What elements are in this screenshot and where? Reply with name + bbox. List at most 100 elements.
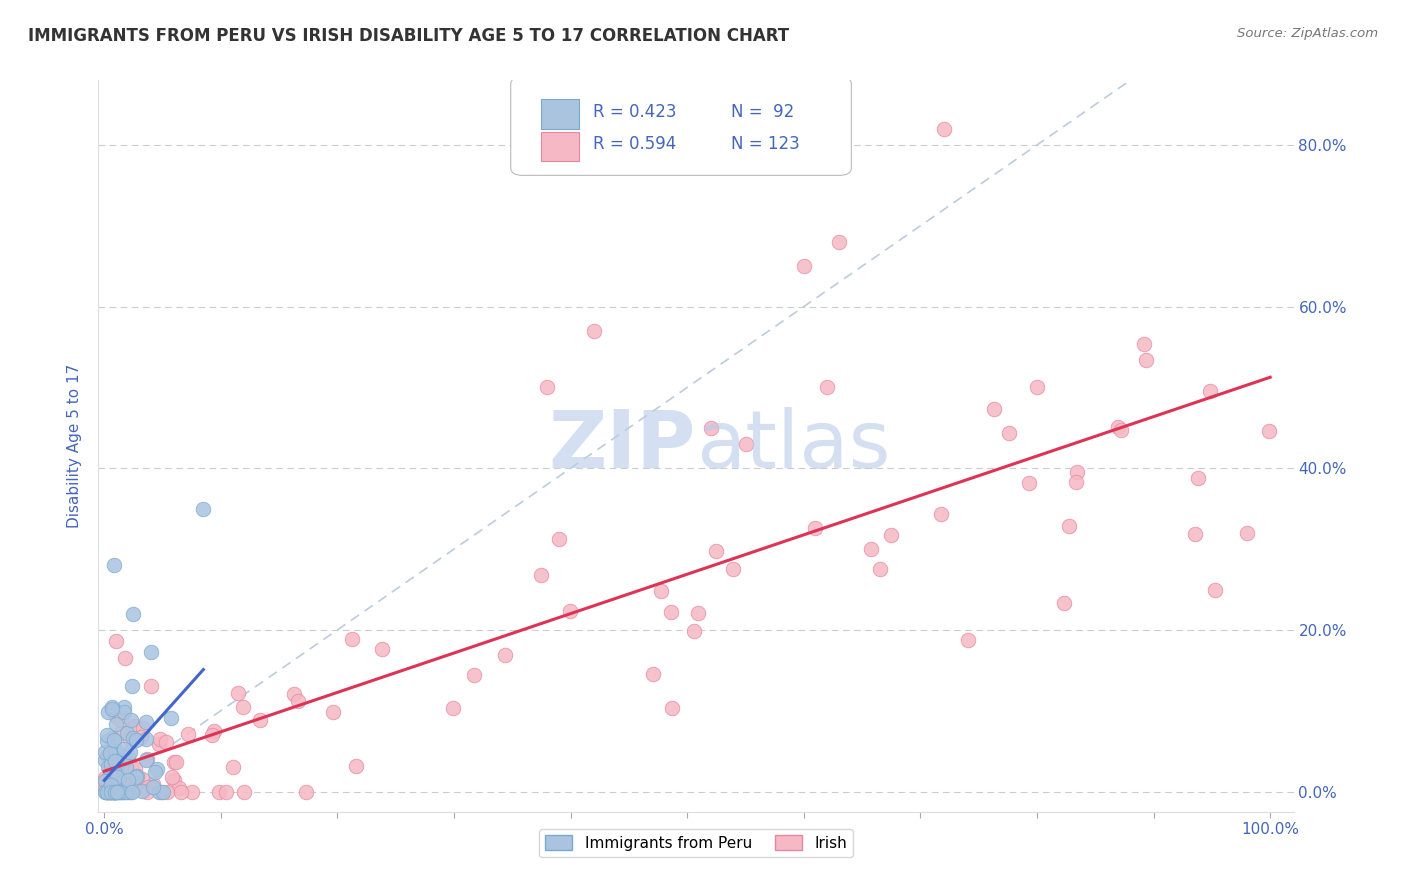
Point xyxy=(163,773,186,788)
Point xyxy=(105,752,128,766)
Text: IMMIGRANTS FROM PERU VS IRISH DISABILITY AGE 5 TO 17 CORRELATION CHART: IMMIGRANTS FROM PERU VS IRISH DISABILITY… xyxy=(28,27,789,45)
Point xyxy=(117,748,139,763)
Point xyxy=(136,752,159,766)
Point xyxy=(699,421,721,435)
Point xyxy=(136,780,159,794)
Point xyxy=(929,507,952,521)
Point xyxy=(114,650,136,665)
Point xyxy=(94,780,117,795)
Point xyxy=(97,784,120,798)
Point xyxy=(101,784,124,798)
Point xyxy=(97,762,120,776)
Point xyxy=(155,735,177,749)
Point xyxy=(463,667,485,681)
Point xyxy=(804,521,827,535)
Point xyxy=(97,705,120,719)
Point xyxy=(107,756,129,771)
Point xyxy=(170,784,193,798)
Point xyxy=(104,784,127,798)
Point xyxy=(1066,465,1088,479)
Point xyxy=(215,784,238,798)
Point xyxy=(98,784,121,798)
Point xyxy=(100,702,122,716)
Point xyxy=(104,633,127,648)
Point xyxy=(135,732,157,747)
Point xyxy=(661,701,683,715)
Point xyxy=(1258,424,1281,438)
Point xyxy=(371,641,394,656)
Point xyxy=(97,784,120,798)
Point xyxy=(94,784,117,798)
Point xyxy=(112,700,135,714)
Point xyxy=(131,772,153,787)
Point xyxy=(103,780,125,794)
Point xyxy=(163,755,186,769)
Point xyxy=(104,709,127,723)
Point xyxy=(160,710,183,724)
Point xyxy=(869,562,891,576)
Point xyxy=(100,771,122,785)
Point xyxy=(103,764,125,778)
Point xyxy=(139,645,162,659)
Point xyxy=(1107,420,1129,434)
Point xyxy=(122,607,145,621)
Legend: Immigrants from Peru, Irish: Immigrants from Peru, Irish xyxy=(538,829,853,856)
Point xyxy=(103,784,125,798)
FancyBboxPatch shape xyxy=(541,99,579,129)
Point xyxy=(101,784,124,798)
Point xyxy=(723,561,745,575)
Point xyxy=(650,583,672,598)
Text: N = 123: N = 123 xyxy=(731,135,800,153)
Point xyxy=(111,784,134,798)
Point xyxy=(94,754,117,768)
Point xyxy=(828,235,851,249)
Point xyxy=(125,732,148,747)
Point xyxy=(104,748,127,763)
Point xyxy=(342,632,364,647)
Point xyxy=(104,784,127,798)
Point xyxy=(536,380,558,394)
Point xyxy=(111,784,134,798)
Point xyxy=(97,776,120,790)
Point xyxy=(114,784,136,798)
Point xyxy=(100,757,122,772)
Point xyxy=(94,774,117,789)
Point xyxy=(815,380,838,394)
Point xyxy=(103,558,125,573)
Point xyxy=(115,726,138,740)
Point xyxy=(131,731,153,745)
Point xyxy=(1018,476,1040,491)
Point xyxy=(121,679,143,693)
Point xyxy=(112,781,135,796)
Point xyxy=(100,784,122,798)
Point xyxy=(494,648,516,662)
Point xyxy=(101,753,124,767)
Point xyxy=(558,604,581,618)
Point xyxy=(112,751,135,765)
Point xyxy=(148,737,170,751)
Text: R = 0.594: R = 0.594 xyxy=(593,135,676,153)
Point xyxy=(641,667,664,681)
Point xyxy=(103,784,125,798)
Point xyxy=(1109,423,1132,437)
Point xyxy=(232,700,254,714)
Point xyxy=(1135,352,1157,367)
Point xyxy=(530,567,553,582)
Point xyxy=(232,784,254,798)
Point xyxy=(860,541,883,556)
FancyBboxPatch shape xyxy=(510,77,852,176)
Point xyxy=(103,733,125,747)
Point xyxy=(1236,525,1258,540)
Point xyxy=(107,784,129,798)
Point xyxy=(118,778,141,792)
Point xyxy=(115,760,138,774)
Point xyxy=(287,694,309,708)
Point xyxy=(100,768,122,782)
Point xyxy=(1064,475,1087,490)
Point xyxy=(104,768,127,782)
Text: Source: ZipAtlas.com: Source: ZipAtlas.com xyxy=(1237,27,1378,40)
Point xyxy=(125,770,148,784)
Point xyxy=(142,777,165,791)
Point xyxy=(208,784,231,798)
Point xyxy=(957,632,980,647)
